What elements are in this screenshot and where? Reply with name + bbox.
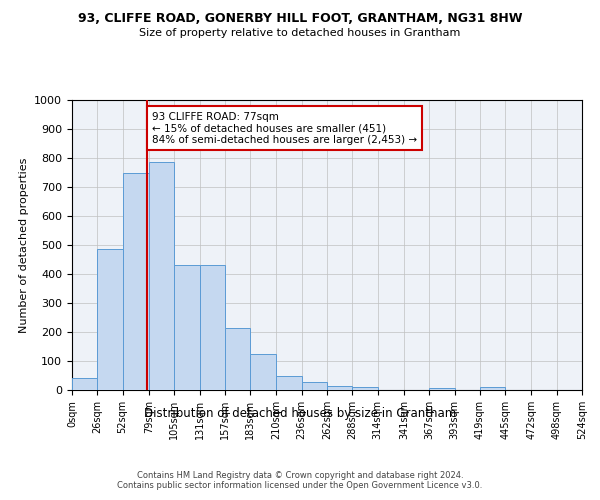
Bar <box>149 162 174 390</box>
Bar <box>429 388 455 390</box>
Text: 93, CLIFFE ROAD, GONERBY HILL FOOT, GRANTHAM, NG31 8HW: 93, CLIFFE ROAD, GONERBY HILL FOOT, GRAN… <box>78 12 522 26</box>
Text: Size of property relative to detached houses in Grantham: Size of property relative to detached ho… <box>139 28 461 38</box>
Bar <box>225 328 250 390</box>
Text: Contains HM Land Registry data © Crown copyright and database right 2024.
Contai: Contains HM Land Registry data © Crown c… <box>118 470 482 490</box>
Bar <box>277 376 302 390</box>
Text: Distribution of detached houses by size in Grantham: Distribution of detached houses by size … <box>144 408 456 420</box>
Bar <box>250 354 277 390</box>
Bar <box>72 378 97 390</box>
Y-axis label: Number of detached properties: Number of detached properties <box>19 158 29 332</box>
Text: 93 CLIFFE ROAD: 77sqm
← 15% of detached houses are smaller (451)
84% of semi-det: 93 CLIFFE ROAD: 77sqm ← 15% of detached … <box>152 112 417 145</box>
Bar <box>352 387 377 390</box>
Bar <box>97 250 122 390</box>
Bar <box>174 264 200 390</box>
Bar <box>327 386 352 390</box>
Bar <box>302 382 327 390</box>
Bar <box>480 387 505 390</box>
Bar <box>122 173 149 390</box>
Bar <box>199 264 225 390</box>
